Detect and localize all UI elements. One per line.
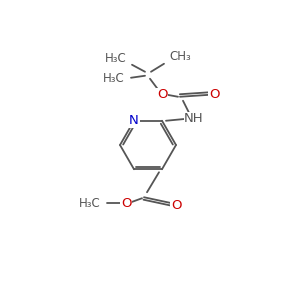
Text: H₃C: H₃C [103,72,125,85]
Text: O: O [171,199,181,212]
Text: O: O [157,88,167,101]
Text: NH: NH [184,112,204,125]
Text: H₃C: H₃C [105,52,127,65]
Text: N: N [129,114,139,127]
Text: O: O [209,88,219,101]
Text: O: O [121,197,131,210]
Text: H₃C: H₃C [79,197,101,210]
Text: CH₃: CH₃ [169,50,191,63]
